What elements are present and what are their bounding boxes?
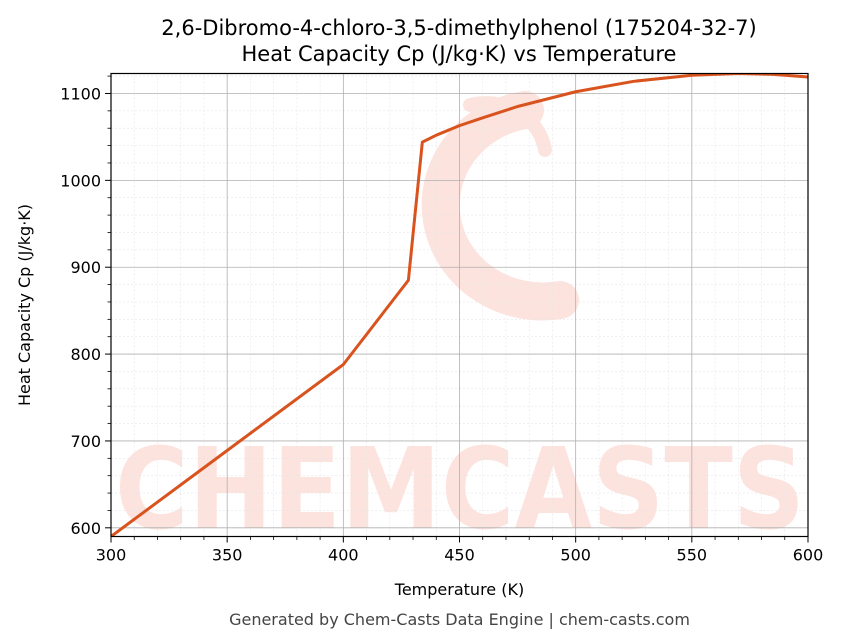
- y-tick-label: 800: [70, 345, 101, 364]
- y-tick-label: 1000: [60, 171, 101, 190]
- y-tick-label: 700: [70, 432, 101, 451]
- x-tick-labels: 300 350 400 450 500 550 600: [96, 546, 824, 565]
- x-tick-label: 450: [444, 546, 475, 565]
- tick-marks: [105, 75, 809, 543]
- y-axis-label: Heat Capacity Cp (J/kg·K): [15, 204, 34, 406]
- watermark: CHEMCASTS: [115, 91, 805, 555]
- y-tick-label: 600: [70, 519, 101, 538]
- y-tick-label: 1100: [60, 84, 101, 103]
- x-tick-label: 400: [328, 546, 359, 565]
- footer-credit: Generated by Chem-Casts Data Engine | ch…: [229, 610, 690, 629]
- chart-title-line1: 2,6-Dibromo-4-chloro-3,5-dimethylphenol …: [161, 16, 756, 40]
- y-tick-labels: 600 700 800 900 1000 1100: [60, 84, 101, 537]
- chart-title-line2: Heat Capacity Cp (J/kg·K) vs Temperature: [242, 42, 677, 66]
- x-tick-label: 350: [212, 546, 243, 565]
- x-tick-label: 600: [793, 546, 824, 565]
- x-tick-label: 500: [560, 546, 591, 565]
- x-axis-label: Temperature (K): [394, 580, 524, 599]
- x-tick-label: 550: [677, 546, 708, 565]
- watermark-text: CHEMCASTS: [115, 425, 805, 555]
- y-tick-label: 900: [70, 258, 101, 277]
- watermark-logo: [421, 91, 579, 321]
- x-tick-label: 300: [96, 546, 127, 565]
